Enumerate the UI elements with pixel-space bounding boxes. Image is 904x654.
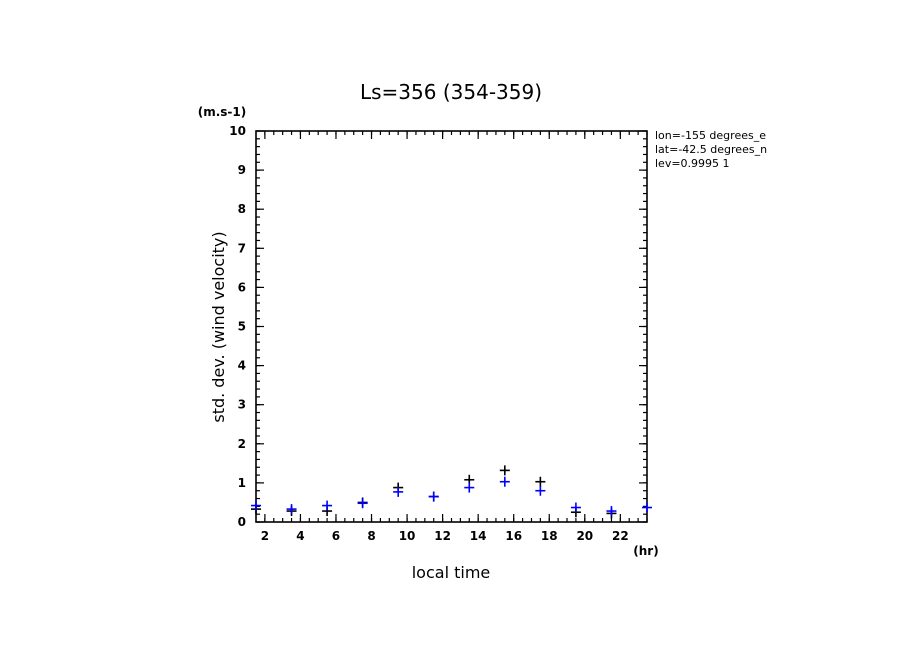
data-point-series-1: [428, 491, 439, 502]
data-point-series-1: [357, 498, 368, 509]
data-point-series-1: [570, 502, 581, 513]
x-tick-label: 4: [296, 529, 304, 543]
data-point-series-1: [251, 500, 261, 511]
x-tick-label: 16: [505, 529, 522, 543]
x-unit-label: (hr): [633, 544, 658, 558]
y-tick-label: 3: [238, 398, 246, 412]
y-axis-label: std. dev. (wind velocity): [209, 231, 228, 422]
plot-frame: [255, 130, 648, 523]
marks-layer: [251, 465, 652, 519]
y-tick-label: 10: [229, 124, 246, 138]
x-tick-label: 18: [541, 529, 558, 543]
y-tick-label: 5: [238, 320, 246, 334]
annotation-lev: lev=0.9995 1: [655, 157, 730, 170]
annotation-lon: lon=-155 degrees_e: [655, 129, 766, 142]
y-tick-label: 7: [238, 241, 246, 255]
y-tick-label: 0: [238, 515, 246, 529]
data-point-series-1: [464, 482, 475, 493]
y-tick-label: 2: [238, 437, 246, 451]
y-unit-label: (m.s-1): [198, 105, 247, 119]
data-point-series-0: [535, 476, 546, 487]
x-tick-label: 2: [261, 529, 269, 543]
x-tick-label: 14: [470, 529, 487, 543]
data-point-series-1: [606, 506, 617, 517]
x-tick-label: 8: [367, 529, 375, 543]
x-tick-label: 22: [612, 529, 629, 543]
data-point-series-1: [286, 504, 297, 515]
data-point-series-0: [499, 465, 510, 476]
data-point-series-1: [393, 486, 404, 497]
x-axis-label: local time: [412, 563, 491, 582]
x-tick-label: 20: [576, 529, 593, 543]
y-tick-label: 1: [238, 476, 246, 490]
x-tick-label: 6: [332, 529, 340, 543]
annotation-lat: lat=-42.5 degrees_n: [655, 143, 767, 156]
data-point-series-1: [322, 500, 333, 511]
data-point-series-1: [535, 485, 546, 496]
x-tick-label: 10: [399, 529, 416, 543]
y-tick-label: 6: [238, 280, 246, 294]
y-tick-label: 8: [238, 202, 246, 216]
y-tick-label: 4: [238, 359, 246, 373]
y-tick-label: 9: [238, 163, 246, 177]
data-point-series-1: [642, 502, 652, 513]
data-point-series-1: [499, 476, 510, 487]
x-tick-label: 12: [434, 529, 451, 543]
chart-title: Ls=356 (354-359): [360, 80, 542, 104]
